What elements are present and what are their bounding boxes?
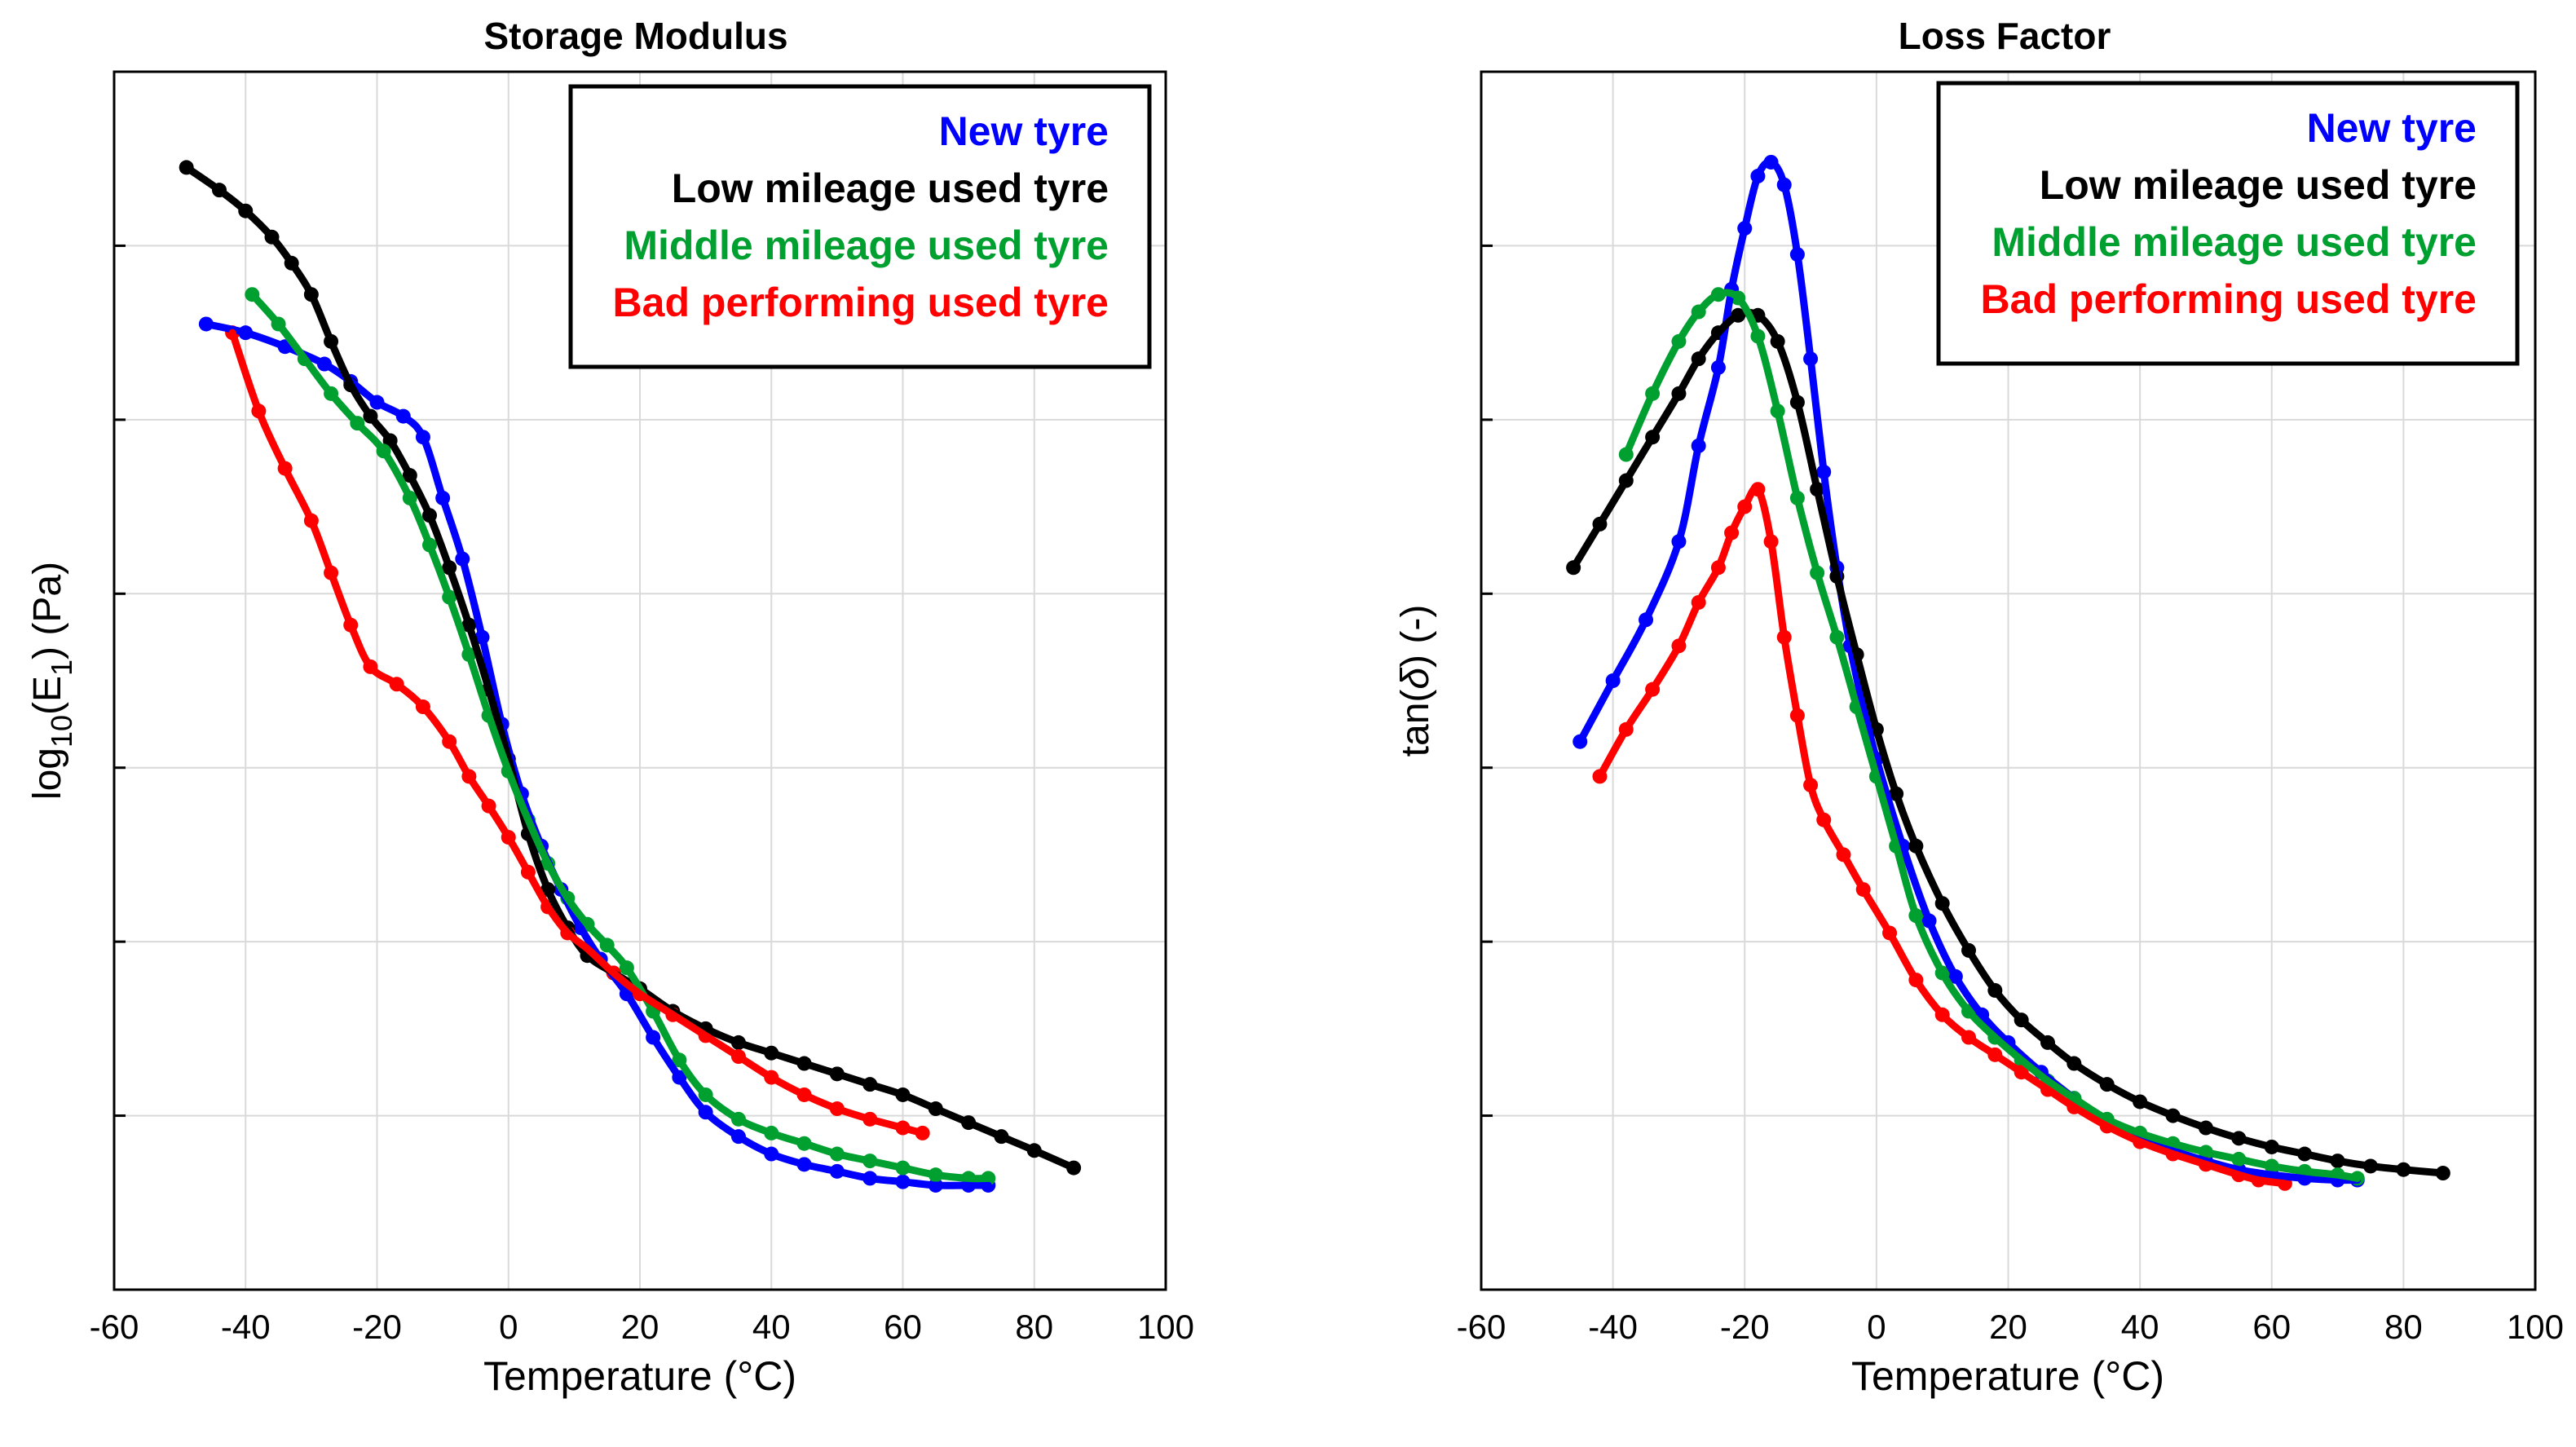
x-tick-label: 20 xyxy=(621,1308,659,1346)
x-tick-label: -20 xyxy=(352,1308,402,1346)
series-line-low-mileage-used-tyre xyxy=(183,163,1078,1172)
series-line-bad-performing-used-tyre xyxy=(1595,484,2289,1188)
x-tick-label: -40 xyxy=(1588,1308,1638,1346)
x-tick-label: -20 xyxy=(1720,1308,1770,1346)
legend-entry-middle-mileage: Middle mileage used tyre xyxy=(624,223,1109,268)
legend-box-storage xyxy=(568,84,1152,369)
legend-storage: New tyre Low mileage used tyre Middle mi… xyxy=(568,84,1152,369)
lines-loss xyxy=(1569,158,2447,1188)
legend-loss: New tyre Low mileage used tyre Middle mi… xyxy=(1936,81,2520,366)
ylabel-log-subscript: 10 xyxy=(45,715,78,748)
x-tick-label: -60 xyxy=(1457,1308,1506,1346)
y-axis-label-storage: log10(E1) (Pa) xyxy=(26,562,78,800)
series-line-middle-mileage-used-tyre xyxy=(248,290,992,1183)
x-tick-label: 100 xyxy=(1137,1308,1194,1346)
ytick-marks-storage xyxy=(114,244,126,1118)
storage-modulus-chart: Storage Modulus -60 -40 -20 0 20 40 60 80 100 Te… xyxy=(26,15,1194,1399)
ylabel-dimensionless: ) (-) xyxy=(1394,605,1437,668)
ylabel-e-subscript: 1 xyxy=(45,660,78,676)
legend-entry-new-tyre: New tyre xyxy=(939,108,1109,154)
series-line-middle-mileage-used-tyre xyxy=(1622,289,2362,1182)
x-tick-label: 60 xyxy=(2252,1308,2291,1346)
x-axis-label-storage: Temperature (°C) xyxy=(483,1353,796,1399)
x-tick-label: -40 xyxy=(221,1308,271,1346)
lines-storage xyxy=(183,163,1078,1189)
series-line-low-mileage-used-tyre xyxy=(1569,308,2447,1177)
ylabel-tan: tan( xyxy=(1394,690,1437,757)
xtick-labels-loss: -60 -40 -20 0 20 40 60 80 100 xyxy=(1457,1308,2564,1346)
chart-title-loss: Loss Factor xyxy=(1899,15,2111,57)
x-tick-label: -60 xyxy=(90,1308,139,1346)
ylabel-log: log xyxy=(26,748,69,800)
ylabel-e: (E xyxy=(26,676,69,715)
x-tick-label: 80 xyxy=(1015,1308,1053,1346)
series-line-bad-performing-used-tyre xyxy=(228,329,927,1137)
series-line-new-tyre xyxy=(202,320,992,1189)
legend-box-loss xyxy=(1936,81,2520,366)
plot-frame-loss xyxy=(1480,70,2537,1291)
chart-title-storage: Storage Modulus xyxy=(483,15,787,57)
x-tick-label: 80 xyxy=(2384,1308,2423,1346)
x-tick-label: 60 xyxy=(884,1308,922,1346)
legend-entry-low-mileage: Low mileage used tyre xyxy=(672,165,1109,211)
ytick-marks-loss xyxy=(1481,244,1493,1118)
y-axis-label-loss: tan(δ) (-) xyxy=(1394,605,1437,757)
x-tick-label: 100 xyxy=(2507,1308,2564,1346)
xtick-labels-storage: -60 -40 -20 0 20 40 60 80 100 xyxy=(90,1308,1194,1346)
plot-frame-storage xyxy=(112,70,1167,1291)
legend-entry-bad-performing: Bad performing used tyre xyxy=(613,280,1109,325)
legend-entry-new-tyre: New tyre xyxy=(2307,105,2477,151)
ylabel-delta: δ xyxy=(1394,667,1437,690)
legend-entry-bad-performing: Bad performing used tyre xyxy=(1981,276,2477,322)
x-tick-label: 0 xyxy=(499,1308,518,1346)
legend-entry-low-mileage: Low mileage used tyre xyxy=(2040,162,2477,208)
x-tick-label: 0 xyxy=(1867,1308,1886,1346)
legend-entry-middle-mileage: Middle mileage used tyre xyxy=(1992,219,2477,265)
loss-factor-chart: Loss Factor -60 -40 -20 0 20 40 60 80 100 Temper… xyxy=(1394,15,2564,1399)
ylabel-units: ) (Pa) xyxy=(26,562,69,660)
x-tick-label: 40 xyxy=(752,1308,791,1346)
x-tick-label: 20 xyxy=(1989,1308,2027,1346)
x-tick-label: 40 xyxy=(2121,1308,2159,1346)
x-axis-label-loss: Temperature (°C) xyxy=(1851,1353,2164,1399)
